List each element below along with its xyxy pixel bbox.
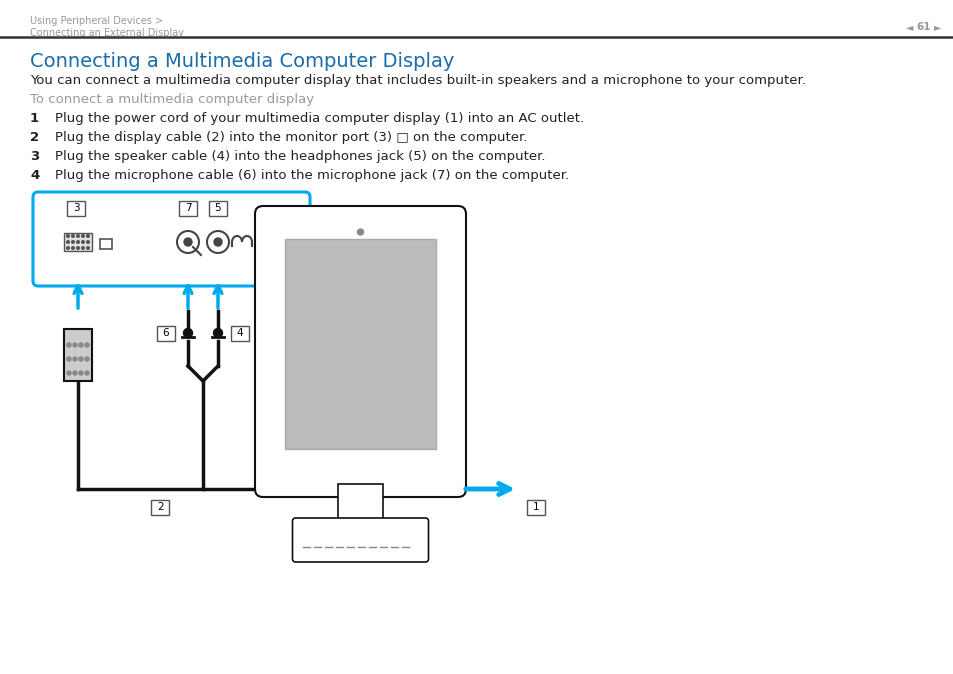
Bar (67, 200, 85, 216)
Circle shape (67, 247, 70, 249)
Circle shape (85, 357, 89, 361)
Circle shape (71, 235, 74, 237)
Text: 2: 2 (157, 502, 164, 512)
Bar (157, 326, 174, 340)
Bar (64, 329, 91, 381)
Circle shape (213, 328, 222, 338)
Circle shape (87, 241, 90, 243)
FancyBboxPatch shape (254, 206, 465, 497)
Text: Connecting an External Display: Connecting an External Display (30, 28, 184, 38)
FancyBboxPatch shape (293, 518, 428, 562)
Bar (152, 499, 170, 514)
Circle shape (183, 328, 193, 338)
Circle shape (184, 238, 192, 246)
Circle shape (357, 229, 363, 235)
Text: ◄: ◄ (905, 22, 913, 32)
Text: Connecting a Multimedia Computer Display: Connecting a Multimedia Computer Display (30, 52, 454, 71)
Text: 4: 4 (30, 169, 39, 182)
Circle shape (82, 235, 84, 237)
Text: 6: 6 (163, 328, 169, 338)
Text: 1: 1 (532, 502, 538, 512)
Circle shape (87, 247, 90, 249)
Circle shape (79, 343, 83, 347)
Circle shape (76, 241, 79, 243)
Bar (337, 484, 382, 521)
Circle shape (79, 357, 83, 361)
Circle shape (67, 235, 70, 237)
Circle shape (87, 235, 90, 237)
Circle shape (67, 343, 71, 347)
Circle shape (76, 235, 79, 237)
Circle shape (82, 241, 84, 243)
Circle shape (177, 231, 199, 253)
Text: 5: 5 (214, 203, 221, 213)
Circle shape (71, 241, 74, 243)
Text: 2: 2 (30, 131, 39, 144)
Bar (209, 200, 227, 216)
Text: Using Peripheral Devices >: Using Peripheral Devices > (30, 16, 163, 26)
Text: 1: 1 (30, 112, 39, 125)
Text: Plug the speaker cable (4) into the headphones jack (5) on the computer.: Plug the speaker cable (4) into the head… (55, 150, 545, 163)
Circle shape (73, 371, 77, 375)
Circle shape (71, 247, 74, 249)
Circle shape (207, 231, 229, 253)
Circle shape (85, 371, 89, 375)
Bar (100, 239, 112, 249)
Bar (179, 200, 196, 216)
Text: Plug the display cable (2) into the monitor port (3) □ on the computer.: Plug the display cable (2) into the moni… (55, 131, 527, 144)
Bar (231, 326, 249, 340)
Text: To connect a multimedia computer display: To connect a multimedia computer display (30, 93, 314, 106)
Circle shape (73, 357, 77, 361)
Text: ►: ► (933, 22, 941, 32)
Text: 3: 3 (72, 203, 79, 213)
Circle shape (73, 343, 77, 347)
Circle shape (67, 357, 71, 361)
Bar (285, 239, 436, 449)
Text: 7: 7 (185, 203, 192, 213)
FancyBboxPatch shape (33, 192, 310, 286)
Circle shape (76, 247, 79, 249)
Text: Plug the power cord of your multimedia computer display (1) into an AC outlet.: Plug the power cord of your multimedia c… (55, 112, 583, 125)
Circle shape (82, 247, 84, 249)
Circle shape (85, 343, 89, 347)
Circle shape (67, 241, 70, 243)
Text: 61: 61 (916, 22, 930, 32)
Circle shape (67, 371, 71, 375)
Bar (64, 233, 91, 251)
Text: 4: 4 (236, 328, 243, 338)
Text: You can connect a multimedia computer display that includes built-in speakers an: You can connect a multimedia computer di… (30, 74, 805, 87)
Circle shape (213, 238, 222, 246)
Circle shape (79, 371, 83, 375)
Text: Plug the microphone cable (6) into the microphone jack (7) on the computer.: Plug the microphone cable (6) into the m… (55, 169, 569, 182)
Bar (526, 499, 544, 514)
Text: 3: 3 (30, 150, 39, 163)
